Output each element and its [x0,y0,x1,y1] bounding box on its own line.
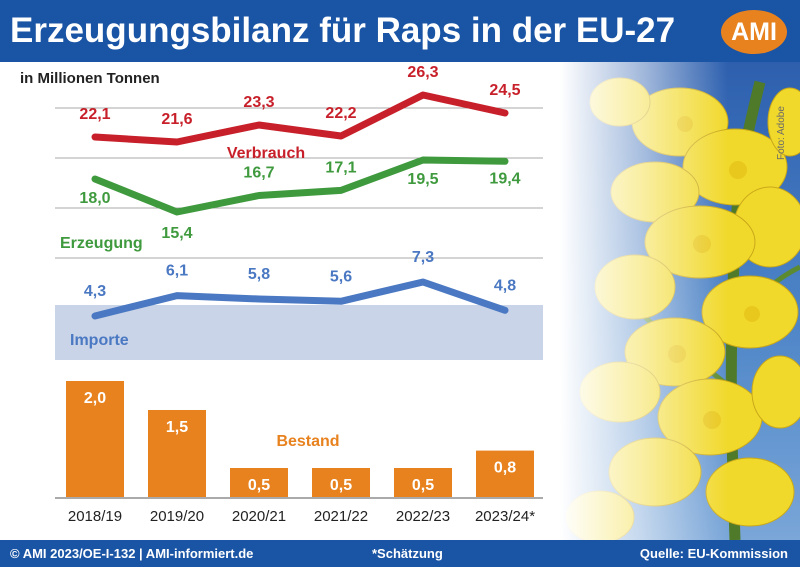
importe-value-label: 6,1 [166,263,188,280]
bestand-bar [230,468,288,497]
bestand-value-label: 2,0 [84,390,106,407]
verbrauch-value-label: 22,1 [79,106,110,123]
importe-value-label: 7,3 [412,249,434,266]
erzeugung-value-label: 17,1 [325,159,356,176]
bestand-bar [312,468,370,497]
header-bar [0,0,800,62]
verbrauch-line [91,91,509,146]
verbrauch-series-label: Verbrauch [227,145,305,162]
bestand-bar [148,410,206,497]
bestand-value-label: 0,5 [412,477,434,494]
erzeugung-value-label: 18,0 [79,190,110,207]
category-label: 2022/23 [396,508,450,525]
importe-series-label: Importe [70,332,129,349]
erzeugung-value-label: 16,7 [243,165,274,182]
ami-logo: AMI [721,10,787,54]
category-label: 2018/19 [68,508,122,525]
erzeugung-line [91,156,509,216]
category-label: 2020/21 [232,508,286,525]
erzeugung-series-label: Erzeugung [60,235,143,252]
rapeseed-photo [560,62,800,540]
category-label: 2023/24* [475,508,535,525]
importe-band [55,305,543,360]
footer-source: Quelle: EU-Kommission [639,546,788,561]
bestand-value-label: 1,5 [166,419,188,436]
verbrauch-value-label: 26,3 [407,64,438,81]
erzeugung-value-label: 19,4 [489,170,520,187]
bestand-bar [394,468,452,497]
footer-copyright: © AMI 2023/OE-I-132 | AMI-informiert.de [10,546,254,561]
unit-label: in Millionen Tonnen [20,70,160,87]
chart-area: 22,1 21,6 23,3 22,2 26,3 24,5 Verbrauch 18,0 15,… [55,64,543,525]
importe-value-label: 5,8 [248,266,270,283]
erzeugung-value-label: 19,5 [407,171,438,188]
erzeugung-value-label: 15,4 [161,225,192,242]
chart-title: Erzeugungsbilanz für Raps in der EU-27 [10,11,676,50]
verbrauch-value-label: 23,3 [243,94,274,111]
importe-value-label: 4,3 [84,283,106,300]
footer-bar: © AMI 2023/OE-I-132 | AMI-informiert.de … [0,540,800,567]
verbrauch-value-label: 24,5 [489,82,520,99]
importe-value-label: 4,8 [494,277,516,294]
category-label: 2019/20 [150,508,204,525]
verbrauch-value-label: 21,6 [161,111,192,128]
footer-note: *Schätzung [372,546,443,561]
bestand-series-label: Bestand [276,433,339,450]
bestand-value-label: 0,5 [248,477,270,494]
category-label: 2021/22 [314,508,368,525]
bestand-bar [476,450,534,497]
bestand-value-label: 0,5 [330,477,352,494]
bestand-value-label: 0,8 [494,460,516,477]
bestand-bar [66,381,124,497]
importe-line [91,278,509,320]
importe-value-label: 5,6 [330,268,352,285]
verbrauch-value-label: 22,2 [325,105,356,122]
